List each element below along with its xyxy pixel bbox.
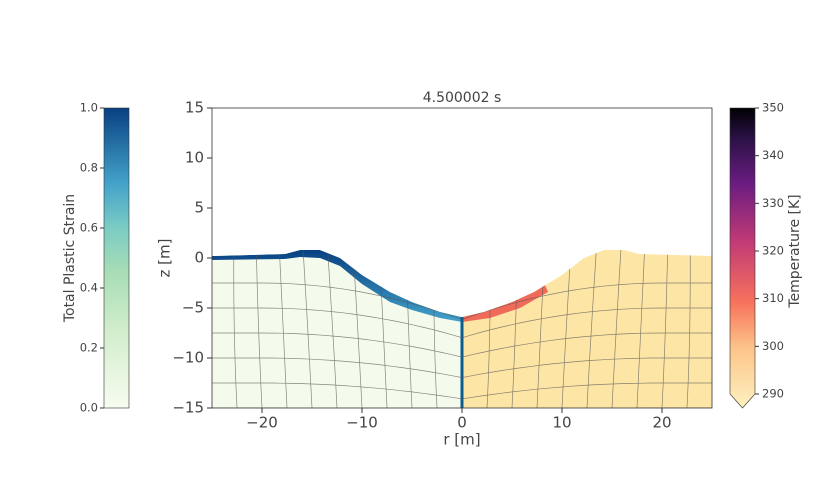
x-axis-label: r [m] [443, 431, 480, 449]
mesh-col [586, 250, 598, 408]
y-tick-label: −10 [172, 349, 204, 367]
colorbar-tick-label: 350 [762, 101, 784, 115]
colorbar-tick-label: 0.0 [80, 401, 98, 415]
mesh-row [212, 282, 712, 320]
mesh-col [278, 250, 288, 408]
y-tick-label: 15 [185, 99, 204, 117]
y-tick-label: 5 [194, 199, 204, 217]
strain-rim [212, 250, 462, 322]
mesh-row [212, 332, 712, 358]
colorbar-strain [103, 107, 130, 409]
colorbar-tick-label: 0.6 [80, 221, 98, 235]
colorbar-label: Total Plastic Strain [62, 194, 78, 323]
colorbar-tick-label: 290 [762, 387, 784, 401]
hot-rim [462, 285, 548, 322]
mesh-row [212, 382, 712, 400]
mesh-col [302, 250, 313, 408]
colorbar-tick-label: 0.8 [80, 161, 98, 175]
colorbar-tick-label: 0.2 [80, 341, 98, 355]
mesh-col [636, 250, 646, 408]
mesh-row [212, 307, 712, 339]
x-tick-label: −20 [246, 414, 278, 432]
colorbar-tick-label: 1.0 [80, 101, 98, 115]
y-tick-label: −15 [172, 399, 204, 417]
colorbar-tick-label: 310 [762, 291, 784, 305]
x-tick-label: 20 [652, 414, 671, 432]
mesh-row [212, 357, 712, 378]
y-axis-label: z [m] [156, 239, 174, 278]
material [212, 250, 712, 408]
y-tick-label: −5 [182, 299, 204, 317]
mesh-col [611, 250, 622, 408]
y-tick-label: 0 [194, 249, 204, 267]
chart-title: 4.500002 s [423, 90, 502, 106]
x-tick-label: 0 [457, 414, 467, 432]
x-tick-label: 10 [552, 414, 571, 432]
mesh-col [326, 250, 338, 408]
mesh-col [661, 250, 669, 408]
x-tick-label: −10 [346, 414, 378, 432]
y-tick-label: 10 [185, 149, 204, 167]
mesh-col [255, 250, 263, 408]
colorbar-tick-label: 320 [762, 244, 784, 258]
colorbar-temperature [729, 107, 756, 409]
mesh-col [233, 250, 238, 408]
colorbar-tick-label: 340 [762, 148, 784, 162]
colorbar-label: Temperature [K] [787, 194, 803, 308]
colorbar-tick-label: 300 [762, 339, 784, 353]
colorbar-tick-label: 0.4 [80, 281, 98, 295]
mesh-col [686, 250, 691, 408]
colorbar-tick-label: 330 [762, 196, 784, 210]
